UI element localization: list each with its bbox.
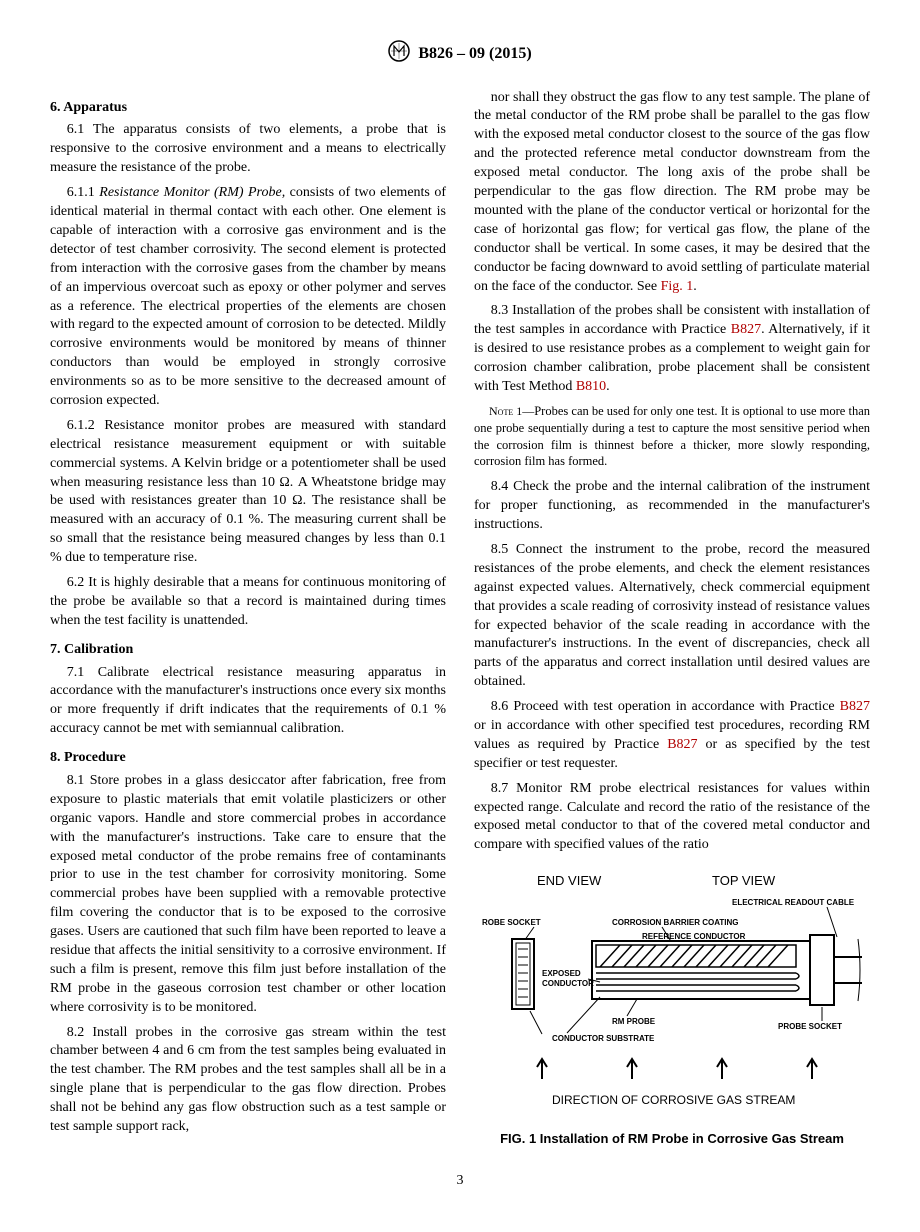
probe-socket-label: PROBE SOCKET [778,1022,842,1031]
two-column-body: 6. Apparatus 6.1 The apparatus consists … [50,89,870,1148]
document-header: B826 – 09 (2015) [50,40,870,69]
figure-1-svg: END VIEW TOP VIEW ELECTRICAL READOUT CAB… [482,869,862,1119]
para-8-6: 8.6 Proceed with test operation in accor… [474,698,870,774]
fig-1-link[interactable]: Fig. 1 [661,279,694,294]
para-6-1: 6.1 The apparatus consists of two elemen… [50,121,446,178]
para-6-1-1-num: 6.1.1 [67,185,99,200]
para-8-2-cont-text: nor shall they obstruct the gas flow to … [474,90,870,294]
para-8-5: 8.5 Connect the instrument to the probe,… [474,541,870,692]
top-view-label: TOP VIEW [712,873,776,888]
b827-link-1[interactable]: B827 [731,322,761,337]
b827-link-3[interactable]: B827 [667,737,697,752]
conductor-substrate-label: CONDUCTOR SUBSTRATE [552,1034,655,1043]
para-8-1: 8.1 Store probes in a glass desiccator a… [50,772,446,1018]
astm-logo-icon [388,40,410,69]
designation-text: B826 – 09 (2015) [418,45,531,62]
robe-socket-label: ROBE SOCKET [482,918,541,927]
para-8-2-end: . [693,279,697,294]
para-8-2: 8.2 Install probes in the corrosive gas … [50,1024,446,1137]
para-7-1: 7.1 Calibrate electrical resistance meas… [50,664,446,740]
electrical-readout-label: ELECTRICAL READOUT CABLE [732,898,855,907]
section-8-heading: 8. Procedure [50,749,446,768]
exposed-conductor-label-2: CONDUCTOR [542,979,594,988]
reference-conductor-label: REFERENCE CONDUCTOR [642,932,746,941]
para-8-3-c: . [606,379,610,394]
figure-1: END VIEW TOP VIEW ELECTRICAL READOUT CAB… [474,869,870,1147]
note-1: Note 1—Probes can be used for only one t… [474,403,870,471]
para-6-1-1: 6.1.1 Resistance Monitor (RM) Probe, con… [50,184,446,411]
end-view-label: END VIEW [537,873,602,888]
para-6-2: 6.2 It is highly desirable that a means … [50,574,446,631]
para-6-1-1-term: Resistance Monitor (RM) Probe, [99,185,285,200]
section-6-heading: 6. Apparatus [50,99,446,118]
figure-1-caption: FIG. 1 Installation of RM Probe in Corro… [474,1130,870,1148]
b827-link-2[interactable]: B827 [840,699,870,714]
direction-label: DIRECTION OF CORROSIVE GAS STREAM [552,1093,795,1107]
note-1-label: Note 1— [489,404,534,418]
para-8-6-a: 8.6 Proceed with test operation in accor… [491,699,840,714]
exposed-conductor-label-1: EXPOSED [542,969,581,978]
gas-flow-arrows [537,1059,817,1079]
para-8-3: 8.3 Installation of the probes shall be … [474,302,870,396]
corrosion-barrier-label: CORROSION BARRIER COATING [612,918,739,927]
section-7-heading: 7. Calibration [50,641,446,660]
para-8-4: 8.4 Check the probe and the internal cal… [474,478,870,535]
para-8-2-cont: nor shall they obstruct the gas flow to … [474,89,870,297]
b810-link[interactable]: B810 [576,379,606,394]
rm-probe-label: RM PROBE [612,1017,656,1026]
para-6-1-2: 6.1.2 Resistance monitor probes are meas… [50,417,446,568]
para-6-1-1-body: consists of two elements of identical ma… [50,185,446,408]
note-1-body: Probes can be used for only one test. It… [474,404,870,469]
page-number: 3 [50,1172,870,1191]
para-8-7: 8.7 Monitor RM probe electrical resistan… [474,780,870,856]
